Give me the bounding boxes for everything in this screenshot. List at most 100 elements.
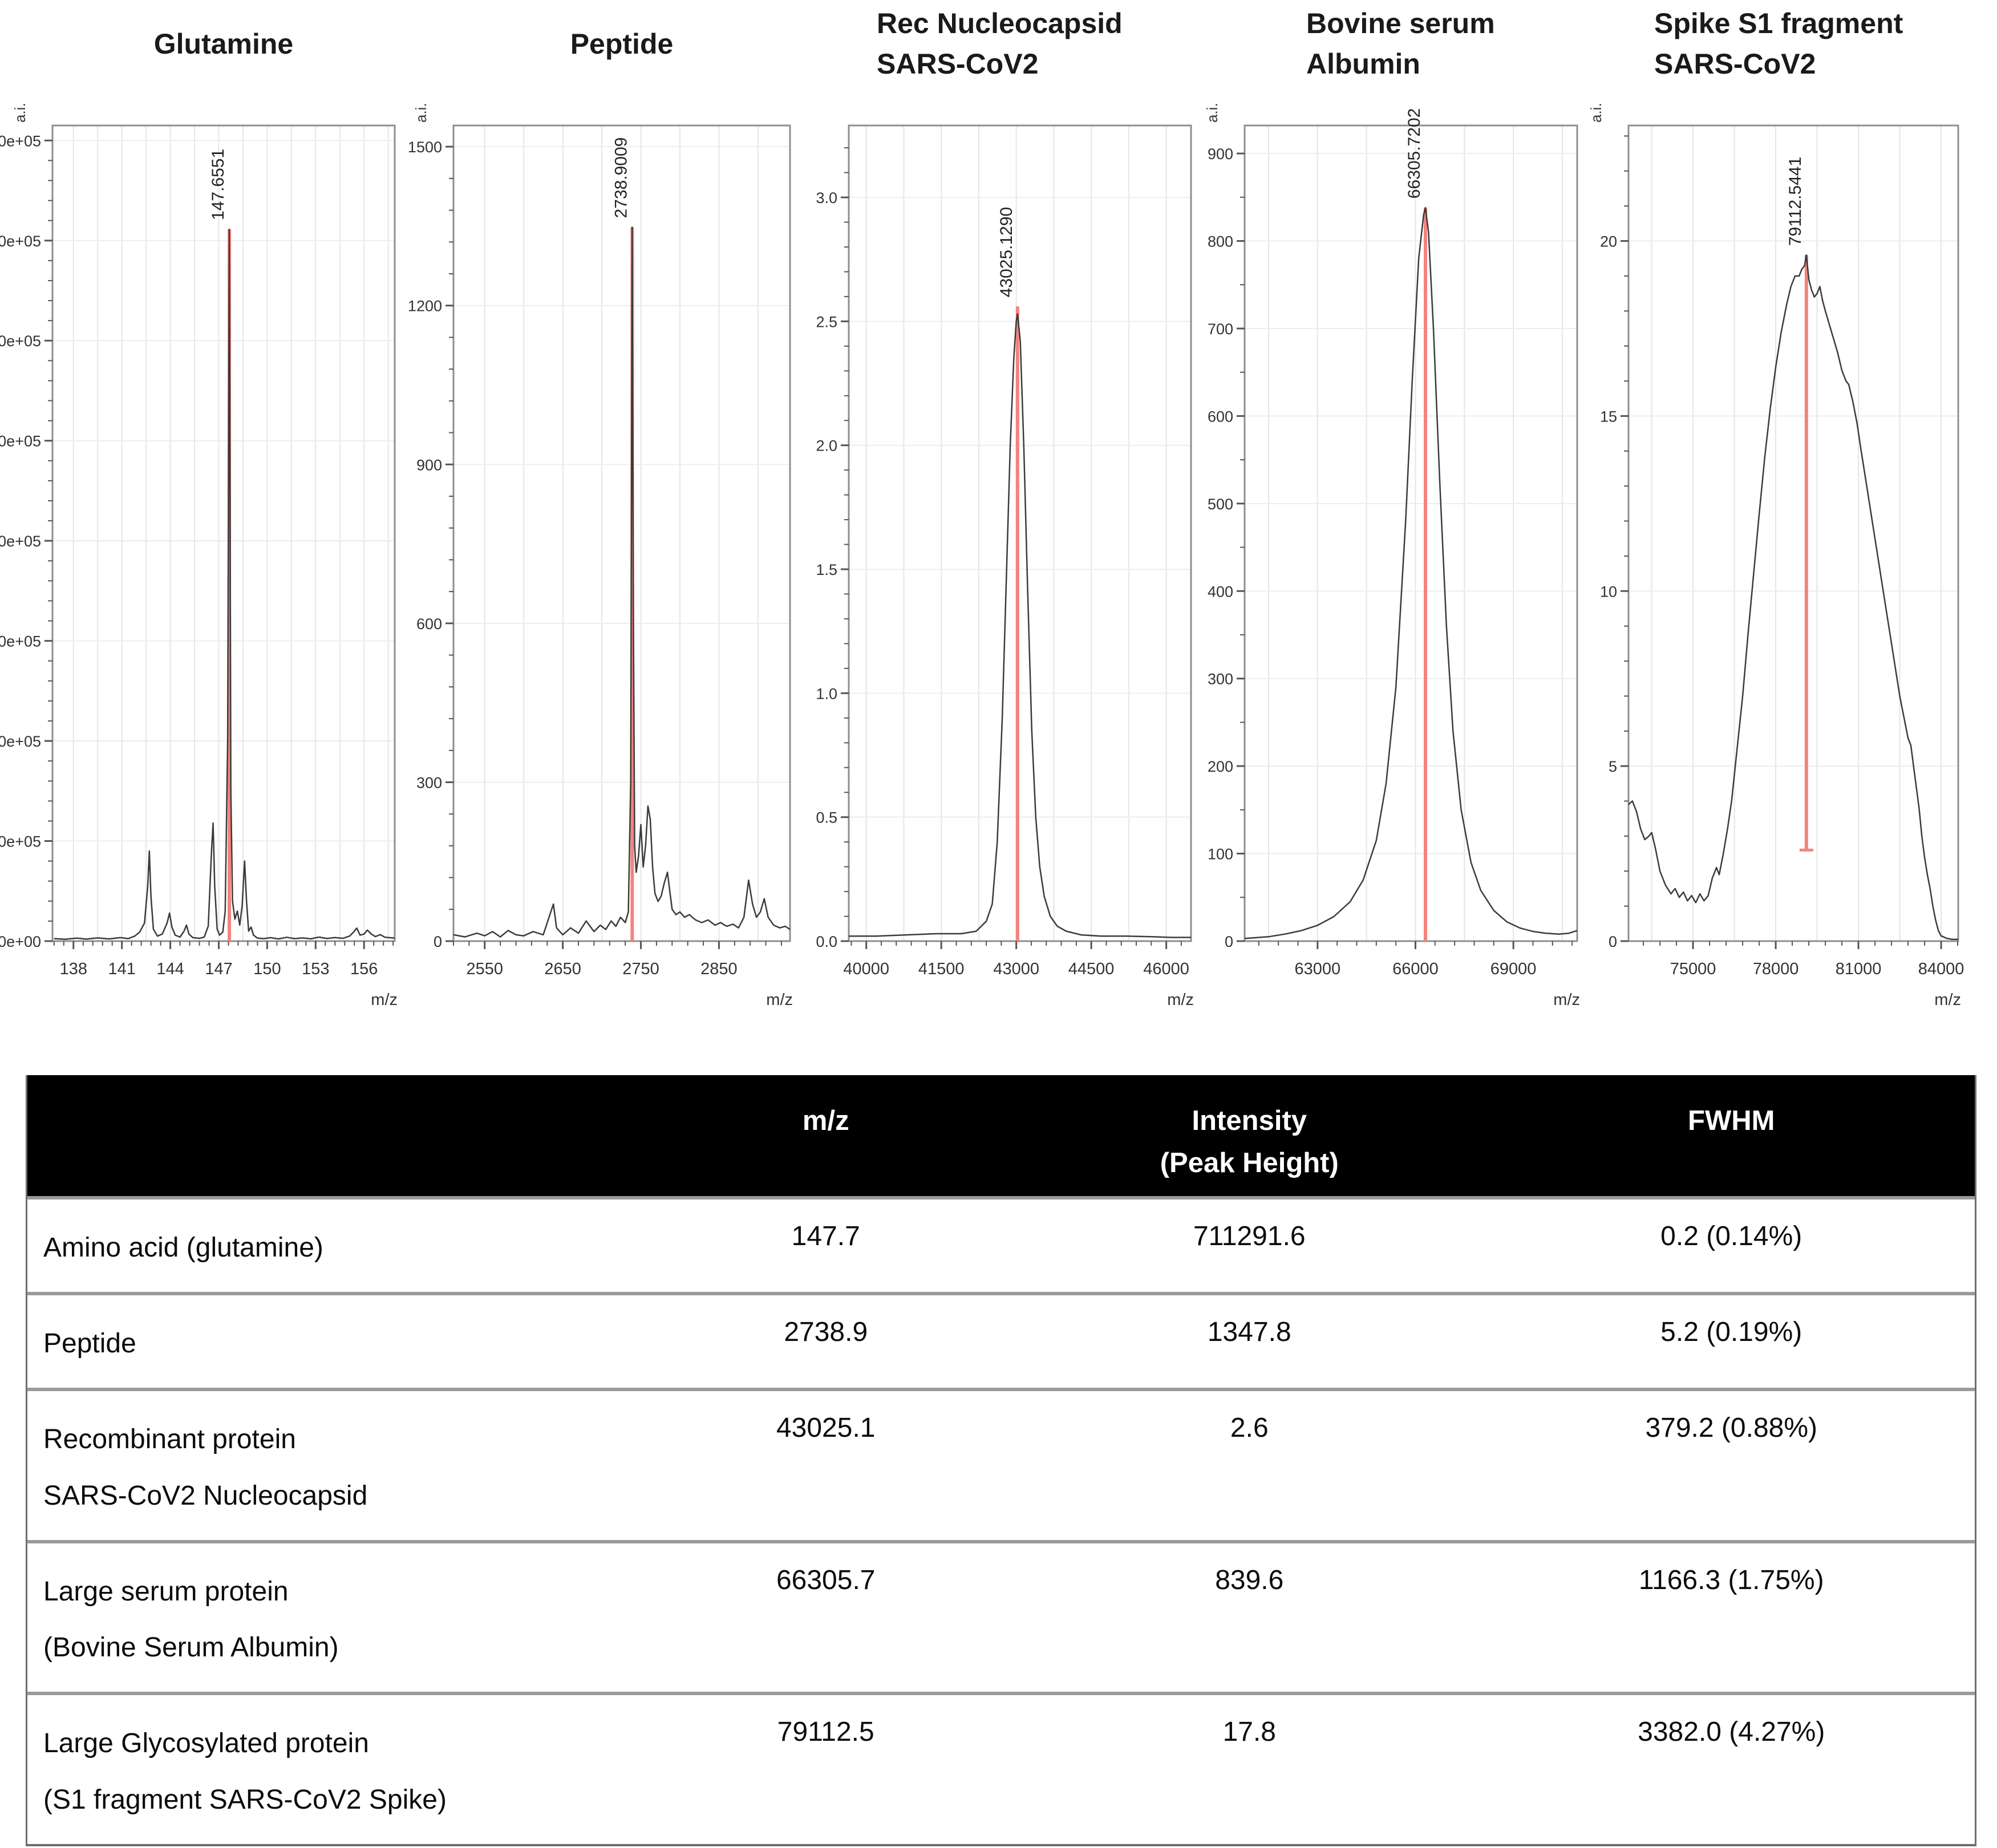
row-name: Large Glycosylated protein (S1 fragment …: [43, 1728, 447, 1815]
svg-text:20: 20: [1600, 233, 1617, 250]
row-name: Amino acid (glutamine): [43, 1233, 323, 1263]
svg-text:66000: 66000: [1392, 960, 1439, 978]
row-mz: 147.7: [791, 1221, 860, 1251]
svg-text:1500: 1500: [408, 139, 442, 156]
row-fwhm: 5.2 (0.19%): [1660, 1317, 1802, 1348]
svg-text:156: 156: [350, 960, 378, 978]
table-row: Peptide 2738.9 1347.8 5.2 (0.19%): [27, 1292, 1975, 1388]
row-name: Large serum protein (Bovine Serum Albumi…: [43, 1576, 339, 1663]
row-intensity: 711291.6: [1193, 1221, 1306, 1251]
svg-text:a.i.: a.i.: [412, 103, 430, 123]
table-header-row: m/z Intensity (Peak Height) FWHM: [27, 1075, 1975, 1196]
svg-text:200: 200: [1208, 758, 1233, 775]
svg-text:600: 600: [416, 615, 442, 633]
svg-text:400: 400: [1208, 583, 1233, 600]
svg-text:43000: 43000: [993, 960, 1039, 978]
svg-text:0.0e+00: 0.0e+00: [0, 933, 41, 950]
row-mz: 66305.7: [776, 1565, 876, 1595]
svg-text:100: 100: [1208, 846, 1233, 863]
svg-text:2550: 2550: [466, 960, 503, 978]
svg-text:44500: 44500: [1068, 960, 1115, 978]
svg-text:7.0e+05: 7.0e+05: [0, 233, 41, 250]
row-intensity: 839.6: [1215, 1565, 1284, 1595]
svg-text:15: 15: [1600, 408, 1617, 425]
svg-text:2.5: 2.5: [816, 313, 837, 330]
row-fwhm: 379.2 (0.88%): [1645, 1413, 1817, 1444]
svg-text:141: 141: [108, 960, 136, 978]
svg-text:2650: 2650: [544, 960, 581, 978]
plot-title-nucleocapsid: Rec Nucleocapsid SARS-CoV2: [877, 7, 1123, 80]
svg-text:500: 500: [1208, 496, 1233, 513]
svg-text:m/z: m/z: [1553, 991, 1580, 1009]
svg-text:800: 800: [1208, 233, 1233, 250]
svg-text:1200: 1200: [408, 298, 442, 315]
svg-text:0.5: 0.5: [816, 809, 837, 826]
table-header-mz: m/z: [802, 1105, 849, 1136]
svg-text:79112.5441: 79112.5441: [1786, 157, 1805, 246]
row-intensity: 1347.8: [1207, 1317, 1291, 1348]
svg-text:0: 0: [1225, 933, 1233, 950]
svg-text:5: 5: [1609, 758, 1617, 775]
svg-text:300: 300: [1208, 671, 1233, 688]
results-table: m/z Intensity (Peak Height) FWHM Amino a…: [26, 1075, 1976, 1846]
table-row: Recombinant protein SARS-CoV2 Nucleocaps…: [27, 1388, 1975, 1540]
svg-text:150: 150: [253, 960, 281, 978]
svg-text:700: 700: [1208, 321, 1233, 338]
svg-text:75000: 75000: [1670, 960, 1716, 978]
table-row: Large serum protein (Bovine Serum Albumi…: [27, 1539, 1975, 1692]
svg-text:63000: 63000: [1294, 960, 1340, 978]
svg-text:147.6551: 147.6551: [209, 149, 228, 220]
svg-text:66305.7202: 66305.7202: [1405, 108, 1424, 199]
svg-text:0.0: 0.0: [816, 933, 837, 950]
svg-text:8.0e+05: 8.0e+05: [0, 132, 41, 149]
svg-text:2750: 2750: [622, 960, 659, 978]
row-intensity: 2.6: [1230, 1413, 1269, 1444]
plot-title-peptide: Peptide: [570, 28, 674, 60]
row-intensity: 17.8: [1222, 1717, 1276, 1748]
spectra-canvas: 0.0e+00 1.0e+05 2.0e+05 3.0e+05 4.0e+05 5.0e+…: [0, 103, 1964, 1009]
svg-text:4.0e+05: 4.0e+05: [0, 533, 41, 550]
table-row: Amino acid (glutamine) 147.7 711291.6 0.…: [27, 1196, 1975, 1292]
svg-text:41500: 41500: [918, 960, 965, 978]
svg-text:a.i.: a.i.: [1587, 103, 1605, 123]
row-mz: 79112.5: [777, 1717, 874, 1748]
plot-title-glutamine: Glutamine: [153, 28, 294, 60]
svg-text:81000: 81000: [1836, 960, 1882, 978]
svg-text:600: 600: [1208, 408, 1233, 425]
svg-text:153: 153: [302, 960, 329, 978]
svg-text:1.0: 1.0: [816, 685, 837, 702]
svg-text:3.0e+05: 3.0e+05: [0, 633, 41, 650]
svg-text:2850: 2850: [700, 960, 738, 978]
svg-text:10: 10: [1600, 583, 1617, 600]
svg-text:43025.1290: 43025.1290: [997, 207, 1016, 298]
svg-text:a.i.: a.i.: [11, 103, 29, 123]
table-header-name: [27, 1100, 641, 1196]
svg-text:m/z: m/z: [1934, 991, 1961, 1009]
svg-text:900: 900: [1208, 145, 1233, 163]
row-fwhm: 1166.3 (1.75%): [1638, 1565, 1824, 1595]
svg-text:2.0: 2.0: [816, 437, 837, 455]
row-name: Peptide: [43, 1328, 136, 1359]
svg-text:0: 0: [434, 933, 442, 950]
svg-text:147: 147: [205, 960, 232, 978]
spectra-figure: 0.0e+00 1.0e+05 2.0e+05 3.0e+05 4.0e+05 5.0e+…: [0, 7, 1964, 1009]
svg-text:2.0e+05: 2.0e+05: [0, 733, 41, 750]
plot-title-bsa: Bovine serum Albumin: [1306, 7, 1495, 80]
svg-text:46000: 46000: [1143, 960, 1189, 978]
svg-text:1.5: 1.5: [816, 561, 837, 578]
svg-text:300: 300: [416, 774, 442, 791]
row-fwhm: 0.2 (0.14%): [1660, 1221, 1802, 1251]
svg-text:6.0e+05: 6.0e+05: [0, 333, 41, 350]
svg-text:2738.9009: 2738.9009: [611, 137, 630, 218]
svg-text:5.0e+05: 5.0e+05: [0, 433, 41, 450]
table-row: Large Glycosylated protein (S1 fragment …: [27, 1692, 1975, 1844]
svg-text:138: 138: [60, 960, 87, 978]
svg-text:144: 144: [156, 960, 184, 978]
plot-title-spike-s1: Spike S1 fragment SARS-CoV2: [1654, 7, 1903, 80]
row-mz: 43025.1: [776, 1413, 876, 1444]
row-name: Recombinant protein SARS-CoV2 Nucleocaps…: [43, 1424, 368, 1511]
svg-text:69000: 69000: [1490, 960, 1537, 978]
svg-text:m/z: m/z: [766, 991, 793, 1009]
svg-text:1.0e+05: 1.0e+05: [0, 833, 41, 850]
row-fwhm: 3382.0 (4.27%): [1638, 1717, 1825, 1748]
